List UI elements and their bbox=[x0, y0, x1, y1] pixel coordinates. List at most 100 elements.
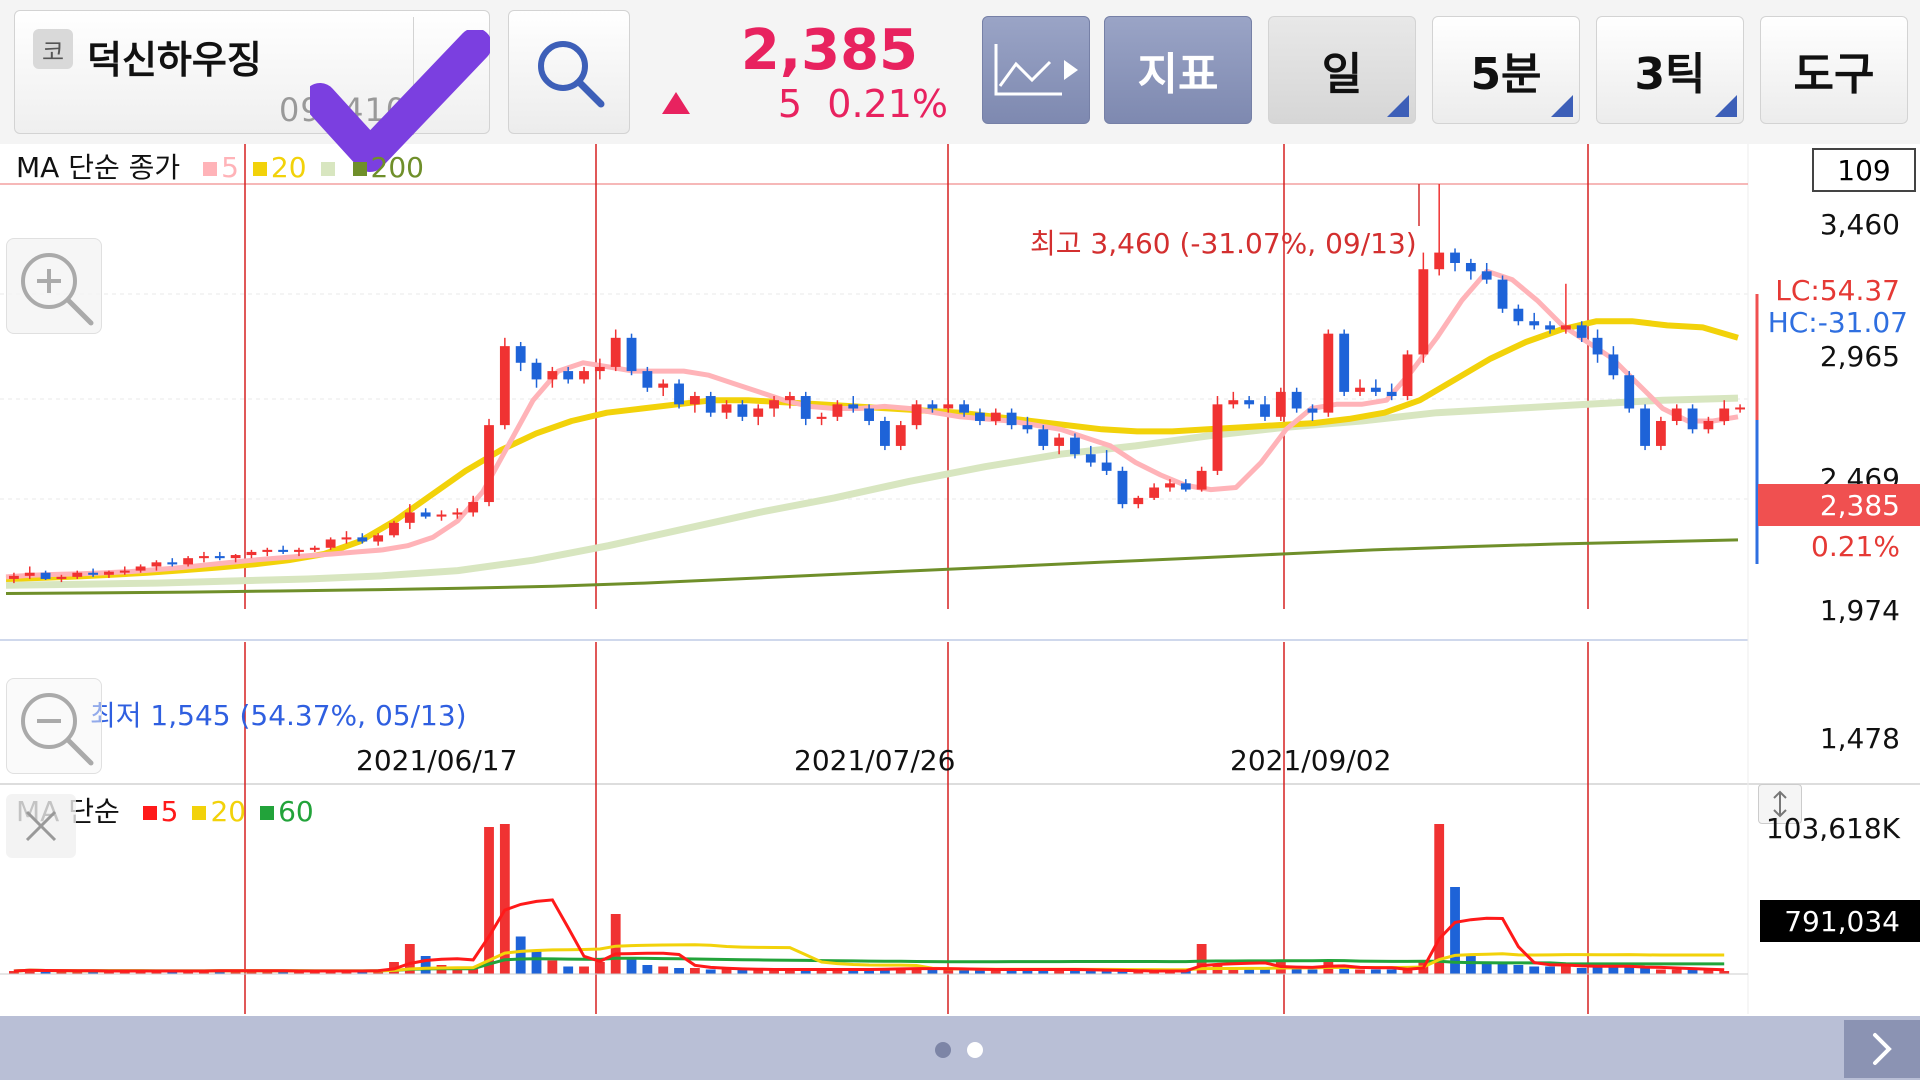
indicator-button[interactable]: 지표 bbox=[1104, 16, 1252, 124]
low-annotation: 최저 1,545 (54.37%, 05/13) bbox=[90, 699, 467, 732]
volume-bar-85 bbox=[1355, 969, 1365, 974]
period-minute-label: 5분 bbox=[1470, 49, 1542, 100]
chart-type-button[interactable] bbox=[982, 16, 1090, 124]
tools-button[interactable]: 도구 bbox=[1760, 16, 1908, 124]
candle-body-35 bbox=[563, 371, 574, 380]
volume-bar-98 bbox=[1560, 963, 1571, 974]
volume-legend-label-1: 20 bbox=[210, 795, 247, 828]
candle-body-51 bbox=[816, 416, 827, 419]
volume-bar-28 bbox=[452, 966, 463, 974]
candle-body-84 bbox=[1339, 333, 1350, 392]
volume-bar-2 bbox=[40, 971, 51, 974]
candle-body-86 bbox=[1370, 387, 1381, 392]
volume-bar-96 bbox=[1529, 966, 1540, 974]
page-dot-1[interactable] bbox=[935, 1042, 951, 1058]
volume-bar-25 bbox=[404, 944, 415, 974]
volume-bar-62 bbox=[990, 969, 1001, 974]
volume-bar-35 bbox=[563, 966, 574, 974]
candle-body-47 bbox=[753, 408, 764, 417]
candle-body-76 bbox=[1212, 404, 1223, 471]
volume-bar-39 bbox=[626, 959, 637, 974]
stock-dropdown-button[interactable] bbox=[413, 17, 499, 135]
dropdown-corner-icon bbox=[1387, 95, 1409, 117]
candle-body-7 bbox=[119, 570, 130, 573]
period-day-label: 일 bbox=[1321, 49, 1363, 100]
price-legend-title: MA 단순 종가 bbox=[16, 151, 181, 184]
volume-bar-30 bbox=[484, 827, 494, 974]
candle-body-4 bbox=[72, 572, 83, 577]
candle-body-23 bbox=[373, 535, 384, 542]
ma5-line bbox=[5, 268, 1739, 580]
search-button[interactable] bbox=[508, 10, 630, 134]
volume-bar-33 bbox=[531, 951, 542, 974]
candle-body-81 bbox=[1291, 391, 1302, 409]
candle-body-72 bbox=[1149, 487, 1160, 498]
next-page-button[interactable] bbox=[1844, 1020, 1920, 1078]
ma60-line bbox=[5, 394, 1739, 589]
volume-bar-60 bbox=[959, 969, 970, 974]
candle-body-70 bbox=[1117, 470, 1128, 505]
volume-bar-101 bbox=[1608, 966, 1619, 974]
volume-bar-108 bbox=[1719, 971, 1730, 974]
volume-bar-56 bbox=[895, 968, 906, 974]
panel-resize-button[interactable] bbox=[1758, 784, 1802, 824]
volume-bar-94 bbox=[1497, 963, 1508, 974]
zoom-in-button[interactable] bbox=[6, 238, 102, 334]
current-volume-tag: 791,034 bbox=[1760, 900, 1920, 942]
candle-body-63 bbox=[1006, 412, 1017, 426]
candle-body-96 bbox=[1529, 321, 1540, 326]
volume-legend-swatch-1 bbox=[192, 806, 207, 820]
candle-body-32 bbox=[515, 346, 526, 363]
volume-legend-swatch-2 bbox=[260, 806, 275, 820]
volume-bar-97 bbox=[1545, 966, 1555, 974]
period-day-button[interactable]: 일 bbox=[1268, 16, 1416, 124]
current-pct-tag: 0.21% bbox=[1811, 530, 1900, 563]
price-legend-swatch-2 bbox=[320, 162, 335, 176]
volume-bar-73 bbox=[1165, 971, 1175, 974]
candle-body-95 bbox=[1513, 308, 1524, 322]
page-indicator-bar bbox=[0, 1016, 1920, 1080]
volume-bar-61 bbox=[975, 969, 985, 974]
page-dot-2[interactable] bbox=[967, 1042, 983, 1058]
candle-body-10 bbox=[167, 562, 178, 565]
volume-bar-106 bbox=[1687, 969, 1698, 974]
candle-body-2 bbox=[40, 572, 51, 579]
candle-body-98 bbox=[1560, 325, 1571, 330]
candle-body-88 bbox=[1402, 354, 1413, 397]
zoom-out-button[interactable] bbox=[6, 678, 102, 774]
volume-bar-53 bbox=[848, 969, 859, 974]
candle-body-85 bbox=[1355, 387, 1365, 392]
candle-body-107 bbox=[1703, 420, 1714, 430]
period-minute-button[interactable]: 5분 bbox=[1432, 16, 1580, 124]
volume-bar-37 bbox=[594, 962, 605, 974]
volume-bar-46 bbox=[737, 969, 748, 974]
candle-body-71 bbox=[1133, 497, 1144, 505]
lc-label: LC:54.37 bbox=[1775, 274, 1900, 307]
candle-body-20 bbox=[325, 539, 336, 548]
resize-vertical-icon bbox=[1773, 790, 1787, 818]
volume-bar-31 bbox=[499, 824, 510, 974]
volume-bar-72 bbox=[1149, 971, 1160, 974]
volume-bar-29 bbox=[468, 968, 479, 974]
volume-bar-68 bbox=[1085, 971, 1096, 974]
period-tick-label: 3틱 bbox=[1634, 49, 1706, 100]
zoom-out-icon bbox=[21, 693, 94, 766]
volume-bar-5 bbox=[88, 971, 99, 974]
volume-bar-0 bbox=[9, 971, 19, 974]
volume-bar-67 bbox=[1070, 969, 1080, 974]
close-indicator-button[interactable] bbox=[6, 794, 76, 858]
period-tick-button[interactable]: 3틱 bbox=[1596, 16, 1744, 124]
volume-bar-54 bbox=[864, 969, 874, 974]
volume-bar-90 bbox=[1434, 824, 1445, 974]
volume-bar-79 bbox=[1260, 969, 1270, 974]
visible-count-box[interactable]: 109 bbox=[1812, 148, 1916, 192]
price-volume-chart[interactable] bbox=[0, 144, 1920, 1014]
candle-body-3 bbox=[56, 576, 67, 579]
candle-body-56 bbox=[895, 425, 906, 446]
candle-body-102 bbox=[1624, 375, 1635, 409]
volume-legend-label-2: 60 bbox=[278, 795, 314, 828]
candle-body-104 bbox=[1655, 420, 1666, 446]
candle-body-15 bbox=[246, 551, 257, 556]
candle-body-93 bbox=[1481, 271, 1492, 280]
